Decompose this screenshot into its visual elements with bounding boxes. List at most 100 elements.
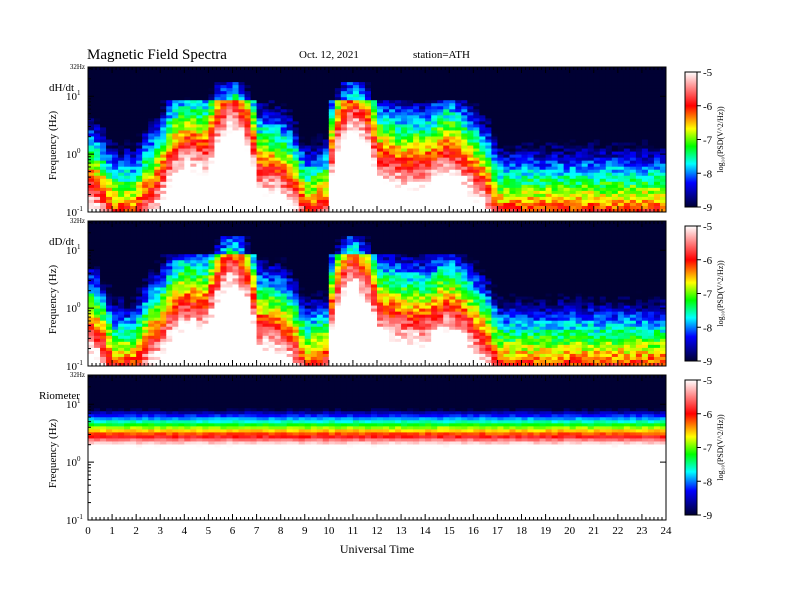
heatmap-cell xyxy=(605,175,613,180)
heatmap-cell xyxy=(413,169,420,174)
heatmap-cell xyxy=(641,133,649,137)
heatmap-cell xyxy=(461,130,468,134)
heatmap-cell xyxy=(599,205,607,210)
heatmap-cell xyxy=(383,106,390,110)
heatmap-cell xyxy=(521,124,529,128)
heatmap-cell xyxy=(292,106,300,110)
heatmap-cell xyxy=(551,205,559,210)
heatmap-cell xyxy=(473,115,480,119)
heatmap-cell xyxy=(136,196,143,201)
heatmap-cell xyxy=(659,190,667,195)
heatmap-cell xyxy=(214,127,221,131)
heatmap-cell xyxy=(551,190,559,195)
heatmap-cell xyxy=(617,160,625,165)
heatmap-cell xyxy=(166,160,173,165)
heatmap-cell xyxy=(413,163,420,168)
heatmap-cell xyxy=(419,202,426,207)
heatmap-cell xyxy=(250,208,258,213)
heatmap-cell xyxy=(130,133,137,137)
heatmap-cell xyxy=(202,109,209,113)
heatmap-cell xyxy=(545,184,553,189)
heatmap-cell xyxy=(587,100,595,104)
heatmap-cell xyxy=(419,106,426,110)
heatmap-cell xyxy=(593,145,601,150)
heatmap-cell xyxy=(118,142,125,147)
heatmap-cell xyxy=(178,124,185,128)
heatmap-cell xyxy=(178,163,185,168)
heatmap-cell xyxy=(370,76,378,80)
heatmap-cell xyxy=(100,142,107,147)
heatmap-cell xyxy=(292,193,300,198)
heatmap-cell xyxy=(280,142,288,147)
heatmap-cell xyxy=(238,133,246,137)
heatmap-cell xyxy=(623,202,631,207)
heatmap-cell xyxy=(250,187,258,192)
heatmap-cell xyxy=(455,184,462,189)
heatmap-cell xyxy=(214,94,221,98)
heatmap-cell xyxy=(401,103,408,107)
heatmap-cell xyxy=(106,205,113,210)
heatmap-cell xyxy=(88,118,95,122)
heatmap-cell xyxy=(461,67,468,71)
heatmap-cell xyxy=(106,79,113,83)
heatmap-cell xyxy=(623,196,631,201)
heatmap-cell xyxy=(142,79,149,83)
heatmap-cell xyxy=(214,142,221,147)
heatmap-cell xyxy=(322,103,330,107)
heatmap-cell xyxy=(455,166,462,171)
heatmap-cell xyxy=(587,148,595,153)
heatmap-cell xyxy=(407,154,414,159)
heatmap-cell xyxy=(647,94,655,98)
heatmap-cell xyxy=(94,76,101,80)
heatmap-cell xyxy=(425,121,432,125)
heatmap-cell xyxy=(449,82,456,86)
heatmap-cell xyxy=(389,148,396,153)
heatmap-cell xyxy=(491,79,498,83)
heatmap-cell xyxy=(431,133,438,137)
heatmap-cell xyxy=(118,157,125,162)
heatmap-cell xyxy=(154,130,161,134)
heatmap-cell xyxy=(190,139,197,144)
heatmap-cell xyxy=(196,127,203,131)
heatmap-cell xyxy=(539,118,547,122)
heatmap-cell xyxy=(358,82,366,86)
heatmap-cell xyxy=(232,124,240,128)
heatmap-cell xyxy=(328,127,336,131)
heatmap-cell xyxy=(431,82,438,86)
heatmap-cell xyxy=(130,145,137,150)
heatmap-cell xyxy=(154,82,161,86)
heatmap-cell xyxy=(328,208,336,213)
heatmap-cell xyxy=(485,166,492,171)
heatmap-cell xyxy=(551,88,559,92)
heatmap-cell xyxy=(328,136,336,140)
heatmap-cell xyxy=(485,88,492,92)
heatmap-cell xyxy=(112,169,119,174)
heatmap-cell xyxy=(256,154,264,159)
heatmap-cell xyxy=(533,157,541,162)
heatmap-cell xyxy=(587,142,595,147)
heatmap-cell xyxy=(545,121,553,125)
heatmap-cell xyxy=(473,145,480,150)
heatmap-cell xyxy=(178,127,185,131)
heatmap-cell xyxy=(322,205,330,210)
heatmap-cell xyxy=(623,79,631,83)
heatmap-cell xyxy=(623,133,631,137)
heatmap-cell xyxy=(557,106,565,110)
heatmap-cell xyxy=(419,88,426,92)
heatmap-cell xyxy=(443,148,450,153)
heatmap-cell xyxy=(413,193,420,198)
heatmap-cell xyxy=(473,169,480,174)
heatmap-cell xyxy=(473,166,480,171)
heatmap-cell xyxy=(160,199,167,204)
heatmap-cell xyxy=(641,193,649,198)
heatmap-cell xyxy=(346,139,354,144)
heatmap-cell xyxy=(310,112,318,116)
heatmap-cell xyxy=(364,94,372,98)
heatmap-cell xyxy=(533,103,541,107)
heatmap-cell xyxy=(94,205,101,210)
heatmap-cell xyxy=(521,97,529,101)
heatmap-cell xyxy=(334,79,342,83)
heatmap-cell xyxy=(377,208,384,213)
heatmap-cell xyxy=(316,94,324,98)
heatmap-cell xyxy=(256,208,264,213)
